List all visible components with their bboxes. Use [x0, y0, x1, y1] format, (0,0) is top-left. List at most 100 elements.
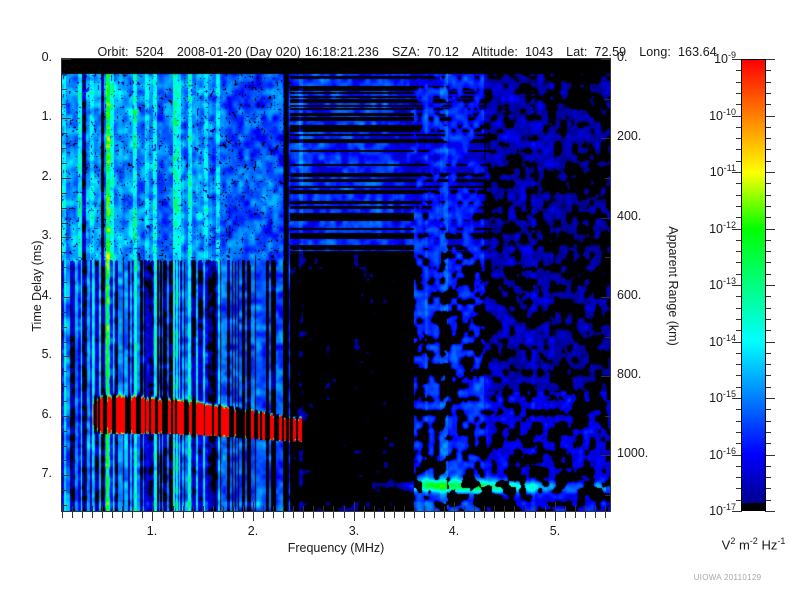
orbit-value: 5204: [135, 45, 164, 59]
x-tick-minor-below: [203, 512, 204, 518]
x-tick-minor-below: [163, 512, 164, 518]
y-tick-major: [62, 356, 71, 357]
x-tick-minor: [595, 506, 596, 511]
x-tick-minor-below: [273, 512, 274, 518]
x-tick-minor-below: [424, 512, 425, 518]
x-tick-minor: [374, 506, 375, 511]
spectrogram-plot-area: [62, 59, 610, 511]
altitude-label: Altitude:: [471, 45, 518, 59]
observation-datetime: 2008-01-20 (Day 020) 16:18:21.236: [176, 45, 379, 59]
x-tick-major-below: [555, 512, 556, 521]
x-tick-label: 3.: [348, 524, 360, 538]
x-tick-minor: [535, 506, 536, 511]
y-tick-minor: [62, 104, 67, 105]
x-tick-minor: [213, 506, 214, 511]
x-tick-minor-below: [72, 512, 73, 518]
colorbar-tick-left: [732, 285, 742, 286]
x-tick-minor-below: [142, 512, 143, 518]
x-tick-minor-below: [183, 512, 184, 518]
x-tick-minor-below: [404, 512, 405, 518]
x-tick-major-below: [354, 512, 355, 521]
colorbar-tick-minor-right: [765, 488, 771, 489]
x-tick-minor: [263, 506, 264, 511]
colorbar-tick-minor-left: [736, 432, 742, 433]
colorbar-tick-minor-left: [736, 364, 742, 365]
y2-tick-label: 600.: [617, 288, 642, 302]
spectrogram-image: [62, 59, 610, 511]
x-tick-minor: [364, 506, 365, 511]
sza-value: 70.12: [427, 45, 459, 59]
x-tick-minor: [424, 506, 425, 511]
colorbar-tick-minor-right: [765, 477, 771, 478]
colorbar-tick-minor-right: [765, 183, 771, 184]
y-tick-minor: [62, 163, 67, 164]
x-tick-label: 4.: [448, 524, 460, 538]
x-tick-minor: [605, 506, 606, 511]
y-tick-minor: [62, 252, 67, 253]
colorbar-tick-label: 10-16: [709, 446, 736, 463]
x-tick-minor-below: [585, 512, 586, 518]
colorbar-unit-label: V2 m-2 Hz-1: [721, 536, 786, 553]
colorbar-tick-minor-right: [765, 262, 771, 263]
x-tick-minor: [575, 506, 576, 511]
axis-right-line: [610, 59, 611, 512]
x-tick-minor: [504, 506, 505, 511]
y-tick-major: [62, 297, 71, 298]
colorbar-tick-minor-left: [736, 251, 742, 252]
colorbar-tick-minor-left: [736, 409, 742, 410]
x-tick-minor-below: [263, 512, 264, 518]
colorbar-tick-minor-right: [765, 161, 771, 162]
x-tick-minor-below: [303, 512, 304, 518]
x-tick-minor-below: [575, 512, 576, 518]
x-tick-minor: [183, 506, 184, 511]
x-tick-minor-below: [394, 512, 395, 518]
colorbar-tick-left: [732, 59, 742, 60]
x-tick-minor: [203, 506, 204, 511]
x-tick-minor-below: [605, 512, 606, 518]
y2-tick-major: [601, 138, 610, 139]
y-tick-minor: [62, 208, 67, 209]
y-tick-minor: [62, 282, 67, 283]
orbit-label: Orbit:: [97, 45, 129, 59]
y-tick-minor: [62, 74, 67, 75]
colorbar-tick-minor-right: [765, 387, 771, 388]
x-tick-major-below: [253, 512, 254, 521]
y-tick-minor: [62, 490, 67, 491]
y2-tick-minor: [605, 178, 610, 179]
colorbar-tick-minor-right: [765, 149, 771, 150]
long-label: Long:: [639, 45, 671, 59]
x-tick-minor-below: [293, 512, 294, 518]
colorbar-tick-minor-left: [736, 296, 742, 297]
x-tick-minor: [344, 506, 345, 511]
x-tick-minor: [514, 506, 515, 511]
colorbar-tick-minor-left: [736, 421, 742, 422]
y-tick-major: [62, 475, 71, 476]
x-tick-minor-below: [173, 512, 174, 518]
y-tick-minor: [62, 460, 67, 461]
x-axis-title: Frequency (MHz): [287, 541, 385, 555]
x-tick-minor-below: [122, 512, 123, 518]
y-tick-label: 2.: [41, 169, 52, 183]
colorbar-tick-minor-left: [736, 82, 742, 83]
colorbar-tick-minor-left: [736, 127, 742, 128]
x-tick-minor: [233, 506, 234, 511]
axis-left-line: [61, 59, 62, 512]
y-tick-label: 5.: [41, 347, 52, 361]
colorbar-tick-minor-left: [736, 319, 742, 320]
y-tick-minor: [62, 327, 67, 328]
x-tick-minor: [243, 506, 244, 511]
colorbar-tick-left: [732, 398, 742, 399]
y2-tick-label: 800.: [617, 367, 642, 381]
colorbar-gradient: [742, 60, 765, 510]
y2-tick-minor: [605, 99, 610, 100]
x-tick-minor: [545, 506, 546, 511]
y-tick-label: 3.: [41, 228, 52, 242]
y-tick-minor: [62, 386, 67, 387]
x-tick-minor: [223, 506, 224, 511]
colorbar-tick-minor-right: [765, 330, 771, 331]
y-axis-right-title: Apparent Range (km): [666, 226, 680, 346]
figure-header: Orbit: 5204 2008-01-20 (Day 020) 16:18:21.…: [0, 31, 800, 73]
long-value: 163.64: [677, 45, 717, 59]
colorbar-tick-label: 10-12: [709, 220, 736, 237]
colorbar-tick-minor-left: [736, 375, 742, 376]
